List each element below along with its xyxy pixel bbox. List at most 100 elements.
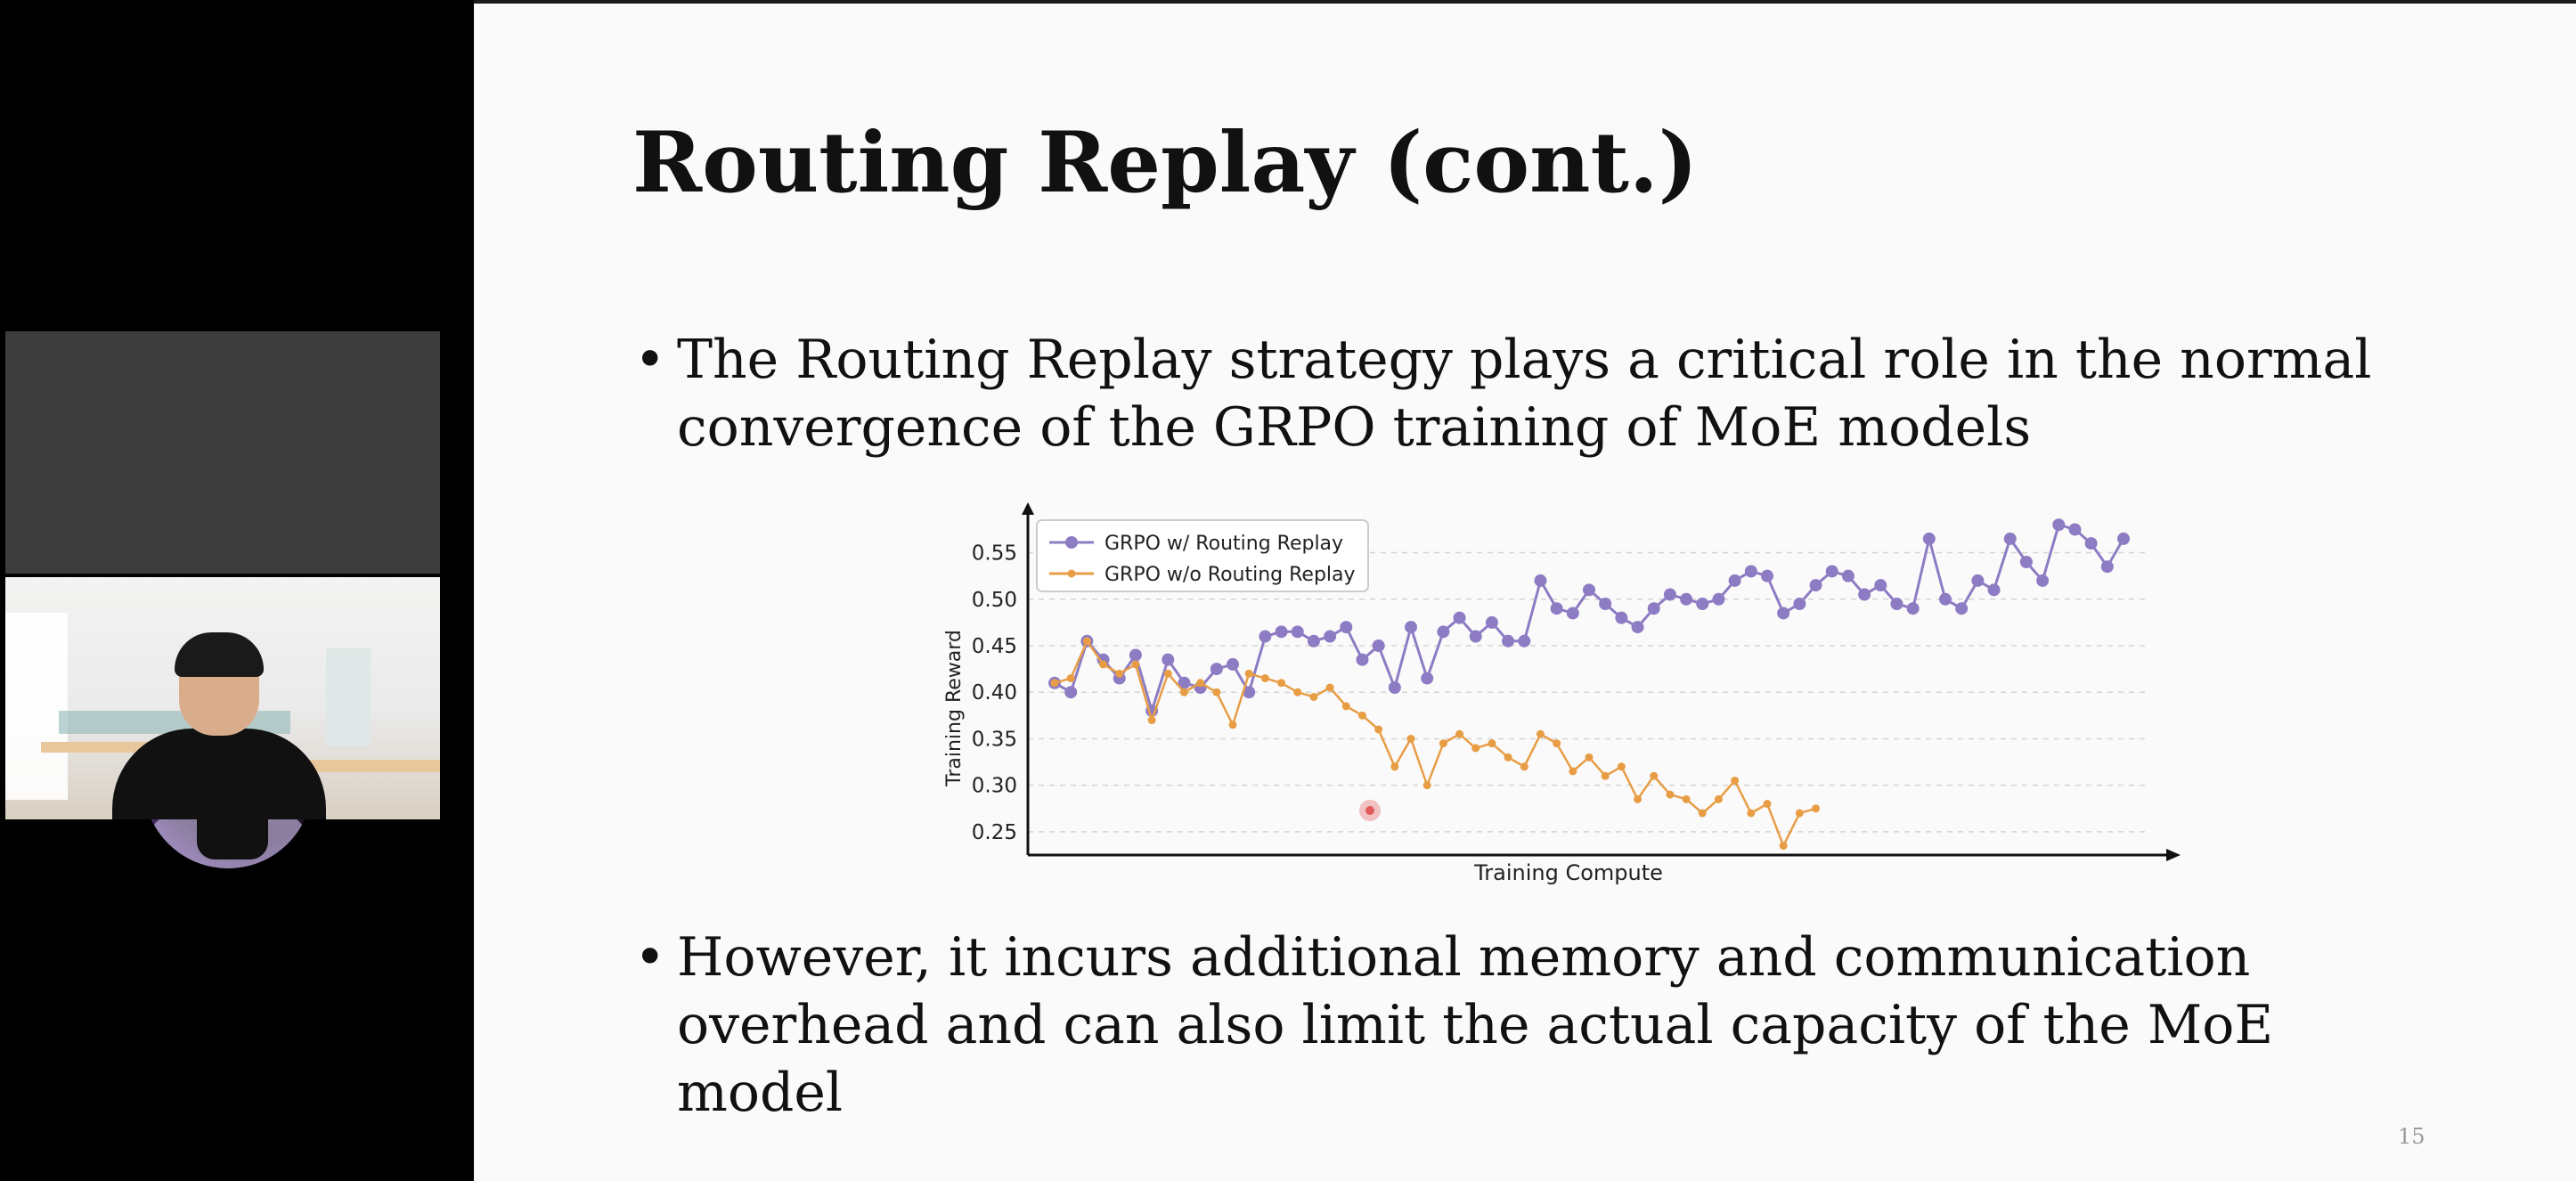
data-point [1550,602,1563,615]
data-point [1437,625,1450,639]
data-point [1634,794,1643,803]
bullet-text: However, it incurs additional memory and… [677,926,2274,1124]
x-axis-label: Training Compute [1473,860,1663,885]
y-tick-label: 0.45 [972,635,1017,658]
data-point [1502,634,1515,648]
data-point [1761,569,1773,582]
data-point [1291,625,1304,639]
y-tick-label: 0.40 [972,681,1017,705]
participant-tile-webcam[interactable] [5,577,440,819]
y-axis-arrow [1022,502,1034,515]
data-point [1357,711,1366,720]
data-point [1162,653,1175,666]
data-point [1712,592,1725,606]
data-point [1163,669,1172,678]
data-point [2052,518,2066,532]
data-point [1569,767,1577,776]
participants-panel [0,0,474,1181]
data-point [2084,537,2098,550]
data-point [1583,583,1595,597]
data-point [1356,653,1369,666]
data-point [1099,660,1108,669]
data-point [1228,721,1237,729]
data-point [1841,569,1855,582]
data-point [1243,686,1256,699]
data-point [1340,621,1353,634]
y-tick-label: 0.35 [972,728,1017,751]
data-point [1129,648,1142,662]
data-point [1812,804,1821,813]
data-point [1260,674,1269,683]
data-point [1405,621,1417,634]
pointer-cursor [1359,800,1381,821]
data-point [1453,611,1466,624]
data-point [1890,598,1903,610]
data-point [1809,579,1822,592]
data-point [1777,607,1790,620]
data-point [1325,683,1334,692]
data-point [1115,669,1124,678]
legend-marker-without-replay [1067,569,1076,578]
data-point [1212,688,1221,696]
slide-title: Routing Replay (cont.) [632,114,1699,212]
x-axis-arrow [2166,849,2181,861]
data-point [1617,762,1626,771]
y-axis-label: Training Reward [943,630,966,787]
data-point [1696,598,1709,610]
data-point [1179,688,1188,696]
data-point [1227,657,1239,671]
data-point [1987,583,2001,597]
data-point [2117,532,2130,545]
data-point [1599,598,1612,610]
page-number: 15 [2398,1124,2425,1149]
data-point [1585,753,1594,762]
participant-tile-avatar[interactable] [5,331,440,868]
data-point [2003,532,2017,545]
data-point [1504,753,1512,762]
data-point [1421,672,1434,685]
data-point [1390,762,1399,771]
data-point [1922,532,1936,545]
data-point [1309,692,1318,701]
data-point [1372,639,1385,652]
data-point [1744,565,1757,578]
training-reward-chart: 0.25 0.30 0.35 0.40 0.45 0.50 0.55 Training Re… [943,502,2181,885]
data-point [1244,669,1253,678]
data-point [1601,771,1610,780]
data-point [1553,739,1561,748]
bullet-icon: • [634,329,666,391]
chart-axes [1022,502,2181,861]
data-point [1906,602,1920,615]
data-point [1647,602,1660,615]
data-point [1536,729,1545,738]
data-point [1388,681,1401,694]
data-point [2100,560,2114,574]
y-tick-label: 0.30 [972,775,1017,798]
y-tick-label: 0.55 [972,542,1017,566]
data-point [1682,794,1691,803]
series-layer [1048,518,2130,851]
data-point [1939,592,1952,606]
data-point [1731,776,1740,785]
data-point [1147,716,1156,725]
data-point [1471,744,1480,753]
data-point [1341,702,1350,711]
data-point [1293,688,1302,696]
speaker-video [112,729,326,819]
data-point [1423,781,1431,790]
data-point [1728,574,1741,587]
data-point [2036,574,2050,587]
chart-legend: GRPO w/ Routing Replay GRPO w/o Routing … [1036,519,1369,592]
y-tick-label: 0.50 [972,589,1017,612]
data-point [1779,842,1788,851]
data-point [1666,790,1675,799]
data-point [1971,574,1985,587]
series-without-routing-replay [1050,637,1821,851]
data-point [1518,634,1531,648]
data-point [1259,630,1272,643]
data-point [1178,676,1191,689]
data-point [1275,625,1288,639]
data-point [2019,556,2033,568]
data-point [1874,579,1887,592]
y-tick-labels: 0.25 0.30 0.35 0.40 0.45 0.50 0.55 [972,542,1017,844]
